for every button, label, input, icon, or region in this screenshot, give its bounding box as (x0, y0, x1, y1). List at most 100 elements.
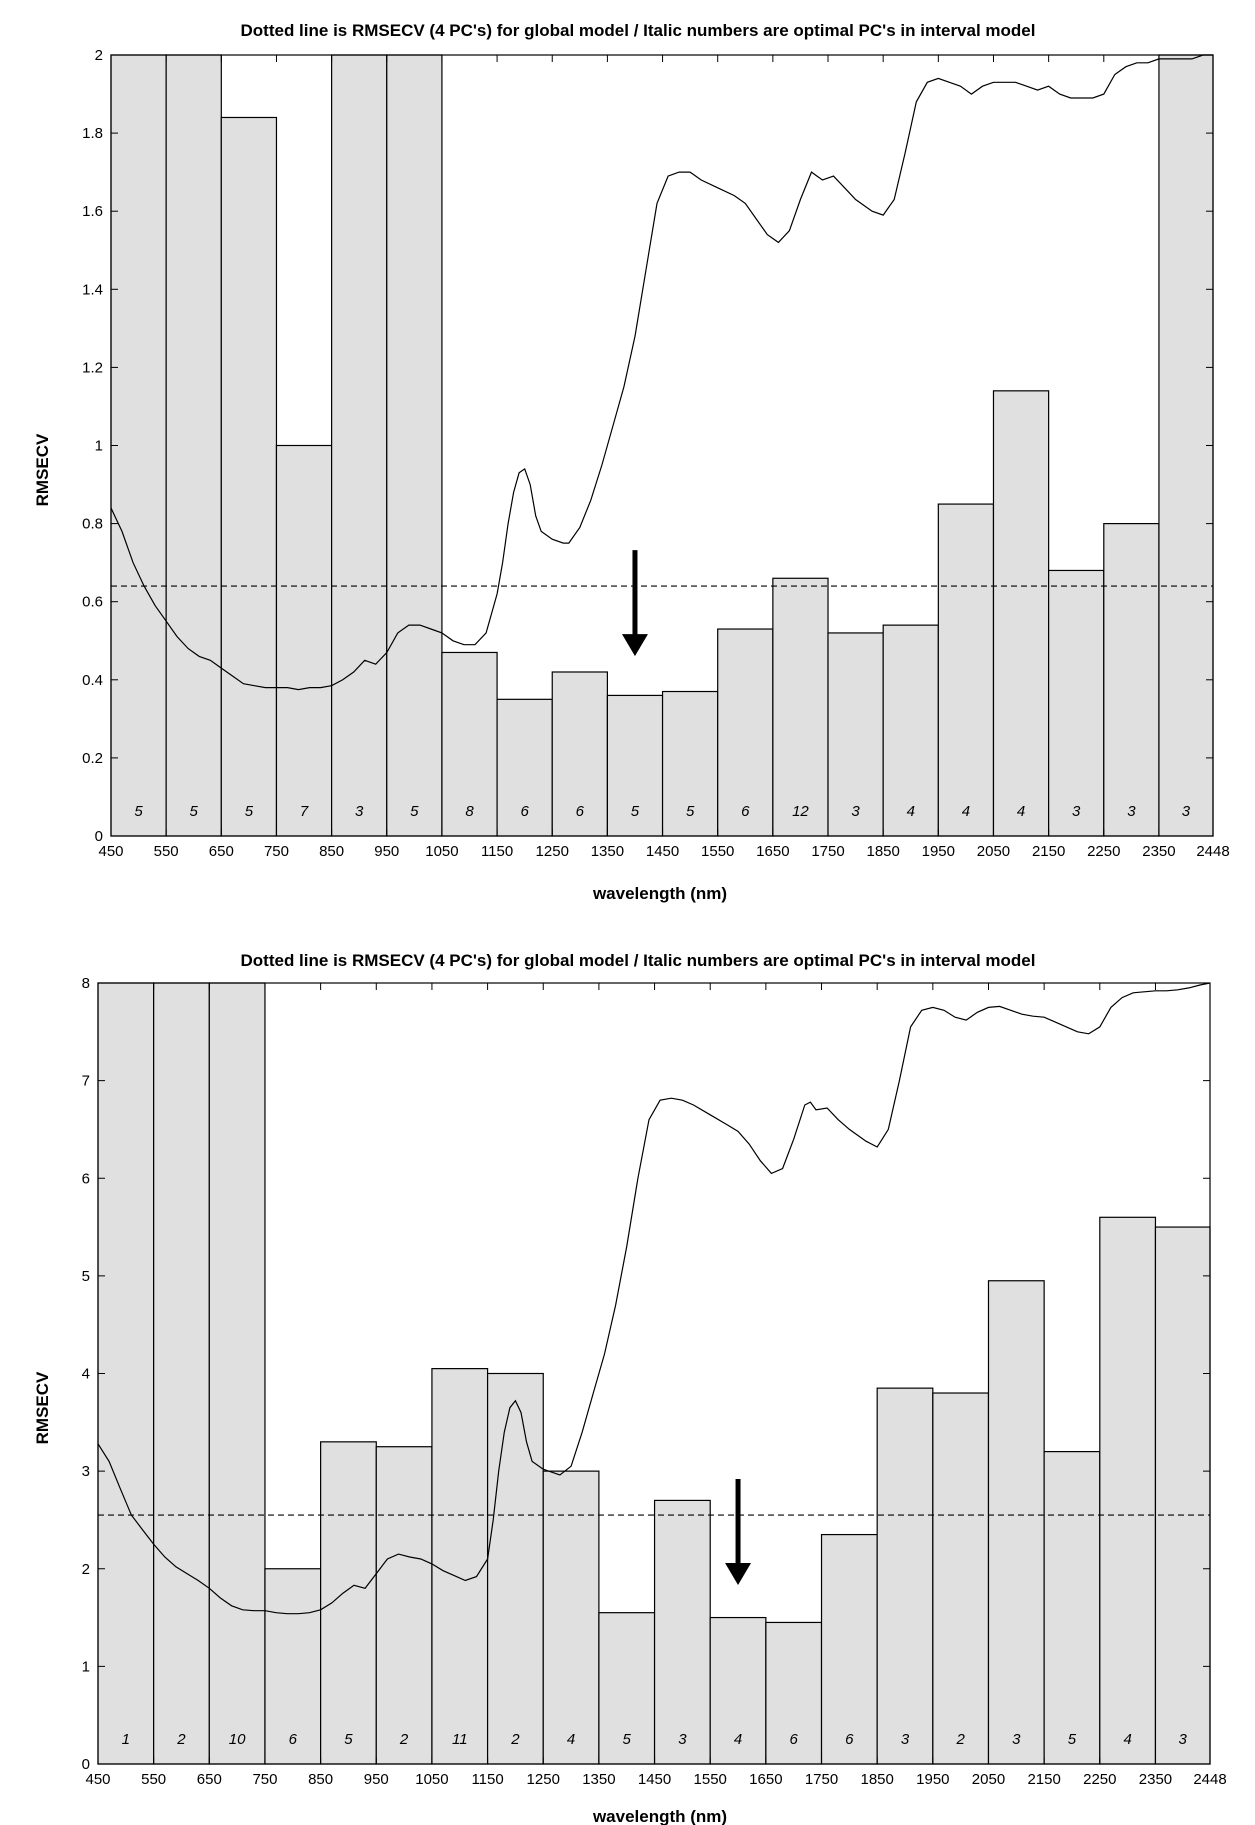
y-tick-label: 5 (82, 1268, 90, 1285)
bar (1043, 1450, 1101, 1765)
optimal-pc-label: 6 (289, 1731, 298, 1748)
x-tick-label: 1650 (756, 843, 789, 860)
optimal-pc-label: 3 (1072, 803, 1081, 820)
x-axis-label: wavelength (nm) (592, 884, 727, 903)
x-tick-label: 2150 (1027, 1771, 1060, 1788)
bar (876, 1387, 934, 1765)
spectrum-line (110, 54, 1213, 691)
y-tick-label: 8 (82, 975, 90, 992)
optimal-pc-label: 3 (1179, 1731, 1188, 1748)
optimal-pc-label: 3 (1127, 803, 1136, 820)
optimal-pc-label: 6 (520, 803, 529, 820)
optimal-pc-label: 8 (465, 803, 474, 820)
x-tick-label: 550 (154, 843, 179, 860)
x-tick-label: 1650 (749, 1771, 782, 1788)
optimal-pc-label: 3 (355, 803, 364, 820)
x-tick-label: 750 (264, 843, 289, 860)
y-tick-label: 0.8 (82, 516, 103, 533)
optimal-pc-label: 5 (631, 803, 640, 820)
x-tick-label: 1350 (591, 843, 624, 860)
bar (765, 1621, 823, 1765)
optimal-pc-label: 5 (410, 803, 419, 820)
bar (717, 628, 774, 837)
bar (208, 982, 266, 1765)
y-tick-label: 1 (82, 1658, 90, 1675)
bar (275, 444, 333, 837)
bar (331, 54, 388, 837)
x-tick-label: 950 (364, 1771, 389, 1788)
bar (375, 1446, 433, 1765)
x-tick-label: 2050 (972, 1771, 1005, 1788)
x-tick-label: 850 (319, 843, 344, 860)
chart-top: Dotted line is RMSECV (4 PC's) for globa… (33, 21, 1230, 903)
bar (606, 694, 664, 837)
bar (772, 577, 829, 837)
x-tick-label: 1150 (481, 843, 513, 860)
bar (992, 390, 1050, 837)
x-tick-label: 2448 (1193, 1771, 1226, 1788)
bar (320, 1441, 377, 1765)
bar (820, 1533, 878, 1765)
y-tick-label: 3 (82, 1463, 90, 1480)
bar (165, 54, 222, 837)
x-tick-label: 1050 (425, 843, 458, 860)
optimal-pc-label: 6 (845, 1731, 854, 1748)
optimal-pc-label: 2 (399, 1731, 409, 1748)
x-tick-label: 2050 (977, 843, 1010, 860)
bar (653, 1499, 711, 1765)
y-tick-label: 0.4 (82, 672, 103, 689)
optimal-pc-label: 4 (734, 1731, 742, 1748)
optimal-pc-label: 5 (190, 803, 199, 820)
y-tick-label: 0.6 (82, 594, 103, 611)
bar (1154, 1226, 1211, 1765)
optimal-pc-label: 11 (452, 1731, 468, 1748)
x-tick-label: 650 (197, 1771, 222, 1788)
x-tick-label: 2350 (1139, 1771, 1172, 1788)
x-tick-label: 1950 (922, 843, 955, 860)
optimal-pc-label: 5 (134, 803, 143, 820)
bar (441, 651, 498, 837)
optimal-pc-label: 10 (229, 1731, 246, 1748)
x-tick-label: 2250 (1083, 1771, 1116, 1788)
bar (882, 624, 939, 837)
spectrum-line (97, 982, 1211, 1615)
x-tick-label: 2350 (1142, 843, 1175, 860)
x-tick-label: 1250 (527, 1771, 560, 1788)
x-tick-label: 2250 (1087, 843, 1120, 860)
y-tick-label: 6 (82, 1170, 90, 1187)
bar (598, 1612, 656, 1765)
optimal-pc-label: 6 (790, 1731, 799, 1748)
optimal-pc-label: 2 (510, 1731, 520, 1748)
bar (431, 1368, 489, 1765)
optimal-pc-label: 12 (792, 803, 809, 820)
y-tick-label: 7 (82, 1073, 90, 1090)
y-tick-label: 1.4 (82, 281, 103, 298)
x-tick-label: 1150 (471, 1771, 503, 1788)
x-tick-label: 1450 (646, 843, 679, 860)
y-axis-label: RMSECV (33, 1371, 52, 1444)
optimal-pc-label: 6 (576, 803, 585, 820)
optimal-pc-label: 3 (678, 1731, 687, 1748)
x-tick-label: 850 (308, 1771, 333, 1788)
bar (542, 1470, 600, 1765)
bar (937, 503, 995, 837)
arrow-head (725, 1563, 752, 1586)
x-tick-label: 2150 (1032, 843, 1065, 860)
y-tick-label: 1 (95, 438, 103, 455)
x-tick-label: 1850 (860, 1771, 893, 1788)
optimal-pc-label: 3 (901, 1731, 910, 1748)
x-tick-label: 2448 (1196, 843, 1229, 860)
x-tick-label: 950 (374, 843, 399, 860)
bar (97, 982, 155, 1765)
optimal-pc-label: 4 (1123, 1731, 1131, 1748)
y-tick-label: 1.2 (82, 359, 103, 376)
bar (110, 54, 167, 837)
x-tick-label: 1750 (805, 1771, 838, 1788)
y-axis-label: RMSECV (33, 433, 52, 506)
x-tick-label: 1350 (582, 1771, 615, 1788)
optimal-pc-label: 2 (955, 1731, 965, 1748)
bar (1103, 522, 1160, 837)
bar (220, 116, 278, 837)
optimal-pc-label: 5 (623, 1731, 632, 1748)
